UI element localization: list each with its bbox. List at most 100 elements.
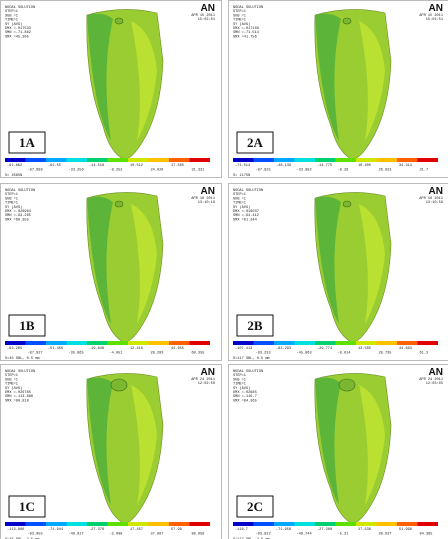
legend-swatch: [5, 522, 26, 526]
legend-label: -71.944: [48, 528, 63, 532]
legend-label: -8.252: [110, 169, 123, 173]
legend-label: 13.585: [358, 347, 371, 351]
legend-label: 57.98: [171, 528, 182, 532]
legend-swatch: [108, 158, 129, 162]
legend-swatch: [418, 341, 439, 345]
legend-label: 60.355: [192, 352, 205, 356]
legend-swatch: [254, 522, 275, 526]
legend-label: -87.825: [256, 169, 271, 173]
legend-swatch: [149, 341, 170, 345]
legend-swatch: [377, 522, 398, 526]
legend-label: -8.014: [338, 352, 351, 356]
legend-label: 39.637: [379, 533, 392, 537]
legend-swatch: [295, 522, 316, 526]
legend-label: -49.017: [69, 533, 84, 537]
header-line: SMX =60.355: [5, 218, 29, 222]
panel-canvas: NODAL SOLUTIONSTEP=1SUB =1TIME=1SY (AVG)…: [229, 1, 448, 178]
legend-swatch: [397, 341, 418, 345]
header-line: SMX =41.756: [233, 35, 257, 39]
legend-swatch: [128, 341, 149, 345]
legend-swatch: [5, 341, 26, 345]
legend-label: 28.735: [379, 352, 392, 356]
legend-swatch: [397, 158, 418, 162]
header: NODAL SOLUTIONSTEP=1SUB =1TIME=1SY (AVG)…: [233, 6, 263, 39]
legend-label: -71.956: [276, 528, 291, 532]
logo: AN: [201, 367, 215, 378]
legend-label: 17.565: [171, 164, 184, 168]
legend-swatch: [46, 158, 67, 162]
time: 15:02:01: [198, 18, 215, 22]
legend-swatch: [418, 158, 439, 162]
legend-label: -93.055: [28, 533, 43, 537]
legend-label: -33.256: [69, 169, 84, 173]
legend-label: 17.538: [358, 528, 371, 532]
panel: NODAL SOLUTIONSTEP=1SUB =1TIME=1SY (AVG)…: [228, 364, 448, 539]
legend-label: -62.55: [48, 164, 61, 168]
legend-swatch: [26, 522, 47, 526]
time: 13:10:56: [426, 201, 443, 205]
legend-swatch: [169, 341, 190, 345]
time: 15:01:51: [426, 18, 443, 22]
footer: S= 4585N: [5, 174, 22, 178]
legend-label: -19.648: [89, 347, 104, 351]
time: 13:10:19: [198, 201, 215, 205]
legend-swatch: [336, 522, 357, 526]
legend-swatch: [169, 158, 190, 162]
legend-label: 80.058: [192, 533, 205, 537]
legend-label: 44.663: [399, 347, 412, 351]
legend-swatch: [190, 341, 211, 345]
panel-label: 2B: [247, 318, 263, 333]
legend-label: 26.023: [379, 169, 392, 173]
legend-swatch: [356, 158, 377, 162]
legend-swatch: [67, 341, 88, 345]
legend-swatch: [295, 341, 316, 345]
legend-label: -14.775: [317, 164, 332, 168]
footer: S=45 SBL, 0.5 mm: [5, 357, 40, 361]
header-line: SMX =61.344: [233, 218, 257, 222]
legend-swatch: [315, 341, 336, 345]
legend-label: -2.908: [110, 533, 123, 537]
legend-label: 24.029: [151, 169, 164, 173]
legend-label: 31.331: [192, 169, 205, 173]
legend-label: 17.457: [130, 528, 143, 532]
footer: S= 1175N: [233, 174, 250, 178]
legend-label: -63.293: [276, 347, 291, 351]
legend-label: 51.998: [399, 528, 412, 532]
legend-swatch: [254, 341, 275, 345]
legend-swatch: [67, 522, 88, 526]
legend-swatch: [315, 522, 336, 526]
legend-label: -14.518: [89, 164, 104, 168]
panel: NODAL SOLUTIONSTEP=1SUB =1TIME=1SY (AVG)…: [0, 364, 222, 539]
panel: NODAL SOLUTIONSTEP=1SUB =1TIME=1SY (AVG)…: [0, 0, 222, 178]
implant-hole: [115, 18, 123, 24]
legend-label: -27.378: [89, 528, 104, 532]
panel-label: 2A: [247, 135, 264, 150]
legend-label: -107.413: [235, 347, 252, 351]
legend-label: 34.314: [399, 164, 412, 168]
legend-label: 84.365: [420, 533, 433, 537]
legend-label: -113.886: [7, 528, 24, 532]
legend-label: 61.3: [420, 352, 429, 356]
panel-label: 1A: [19, 135, 36, 150]
header-line: SMX =80.818: [5, 399, 29, 403]
legend-label: -45.963: [297, 352, 312, 356]
time: 12:02:50: [198, 382, 215, 386]
legend-swatch: [254, 158, 275, 162]
legend-swatch: [149, 522, 170, 526]
legend-label: -29.774: [317, 347, 332, 351]
panel-label: 1C: [19, 499, 35, 514]
legend-swatch: [108, 522, 129, 526]
legend-swatch: [190, 522, 211, 526]
panel: NODAL SOLUTIONSTEP=1SUB =1TIME=1SY (AVG)…: [228, 183, 448, 361]
legend-label: -93.265: [7, 347, 22, 351]
footer: S=117 SBL, 0.5 mm: [233, 357, 270, 361]
time: 12:03:05: [426, 382, 443, 386]
legend-swatch: [233, 341, 254, 345]
legend-label: -35.865: [69, 352, 84, 356]
